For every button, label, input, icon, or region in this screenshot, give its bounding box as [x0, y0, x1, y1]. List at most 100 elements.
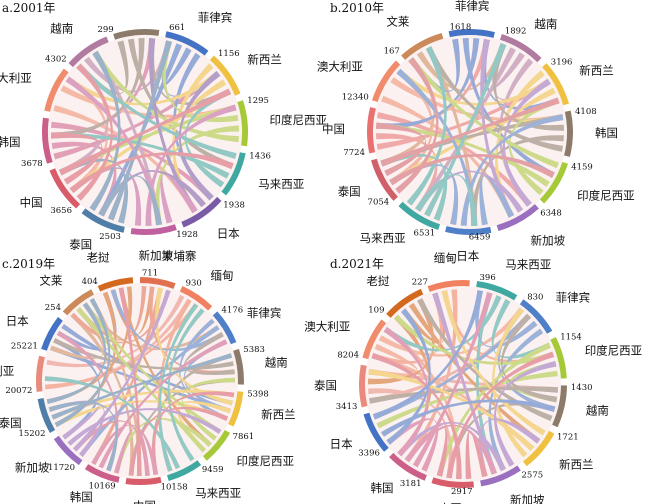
ribbon — [475, 290, 538, 348]
node-arc-node-5 — [542, 63, 569, 106]
value-label: 167 — [384, 47, 400, 57]
node-label: 马来西亚 — [360, 231, 406, 245]
ribbon — [460, 114, 564, 226]
node-arc-node-8 — [523, 430, 555, 467]
value-label: 20072 — [5, 386, 32, 396]
ribbon — [509, 361, 558, 403]
node-arc-node-12 — [363, 412, 389, 452]
node-label: 泰国 — [0, 416, 22, 430]
value-label: 1938 — [223, 201, 245, 211]
value-label: 299 — [97, 25, 113, 35]
ribbon — [471, 135, 564, 226]
ribbon — [84, 40, 172, 93]
ribbon — [173, 52, 214, 201]
ribbon — [59, 63, 109, 176]
value-label: 1154 — [560, 332, 582, 342]
panel-2010: b.2010年 7724 中国 12340 澳大利亚 167 文莱 1618 菲律宾 1892 越… — [317, 0, 635, 263]
ribbon — [371, 353, 462, 479]
ribbon — [465, 430, 488, 479]
node-arc-node-9 — [480, 465, 521, 487]
node-label: 新加坡 — [510, 493, 545, 504]
value-label: 930 — [186, 279, 202, 289]
node-arc-node-11 — [125, 476, 162, 485]
node-label: 澳大利亚 — [0, 71, 32, 85]
ribbon — [408, 302, 541, 444]
node-label: 中国 — [20, 196, 43, 210]
value-label: 4176 — [222, 306, 244, 316]
value-label: 3181 — [400, 479, 422, 489]
node-label: 新加坡 — [139, 249, 174, 263]
ribbon — [376, 78, 551, 150]
node-label: 缅甸 — [434, 251, 457, 265]
value-label: 109 — [368, 305, 384, 315]
ribbon — [69, 152, 234, 193]
ribbon — [424, 43, 507, 217]
ribbon — [54, 291, 117, 428]
node-arc-node-7 — [233, 348, 244, 385]
ribbon — [396, 68, 551, 106]
value-label: 2917 — [451, 487, 473, 497]
panel-2021: d.2021年 3413 泰国 8204 澳大利亚 109 老挝 227 缅甸 396 马来西亚 8… — [304, 251, 642, 504]
ribbon — [51, 353, 233, 420]
ribbon — [508, 97, 560, 196]
value-label: 711 — [142, 269, 158, 279]
ribbon — [415, 174, 478, 226]
value-label: 404 — [82, 277, 98, 287]
ribbon — [53, 338, 234, 371]
node-label: 韩国 — [595, 126, 618, 140]
node-label: 澳大利亚 — [304, 320, 350, 334]
node-arc-node-5 — [209, 55, 241, 96]
ribbon — [395, 57, 439, 194]
node-arc-node-0 — [41, 117, 53, 164]
node-arc-node-4 — [165, 31, 209, 56]
node-arc-node-6 — [237, 100, 249, 147]
ribbon — [114, 427, 150, 476]
node-arc-node-1 — [372, 60, 401, 102]
ribbon — [404, 289, 458, 463]
node-arc-node-9 — [130, 224, 177, 236]
value-label: 2575 — [522, 470, 544, 480]
ribbon — [89, 50, 121, 212]
ribbon — [73, 420, 150, 476]
value-label: 3196 — [551, 57, 573, 67]
ribbon — [408, 57, 559, 169]
value-label: 15202 — [18, 429, 45, 439]
value-label: 1618 — [450, 23, 472, 33]
value-label: 6348 — [540, 208, 562, 218]
ribbon — [158, 303, 199, 472]
node-label: 日本 — [330, 437, 353, 451]
value-label: 227 — [412, 277, 428, 287]
value-label: 1430 — [571, 383, 593, 393]
ribbon — [383, 327, 462, 479]
value-label: 4108 — [575, 107, 597, 117]
ribbon — [389, 163, 459, 225]
ribbon — [383, 327, 429, 457]
ribbons — [376, 38, 564, 226]
ribbon — [118, 287, 142, 477]
node-arc-node-8 — [496, 204, 539, 231]
ribbon — [376, 122, 427, 177]
value-label: 10158 — [161, 483, 188, 493]
ribbon — [415, 47, 516, 212]
ribbon — [389, 153, 555, 186]
value-label: 9459 — [202, 465, 224, 475]
ribbon — [128, 406, 229, 476]
panel-2019: c.2019年 20072 澳大利亚 25221 日本 254 文莱 404 老挝 711 柬埔寨… — [0, 249, 296, 504]
node-arc-node-0 — [36, 355, 45, 392]
node-label: 新西兰 — [247, 52, 282, 66]
value-label: 661 — [169, 23, 185, 33]
node-label: 文莱 — [39, 274, 62, 288]
ribbons — [44, 286, 236, 477]
node-label: 马来西亚 — [195, 486, 241, 500]
value-label: 830 — [527, 293, 543, 303]
ribbon — [380, 57, 436, 167]
node-label: 马来西亚 — [258, 177, 304, 191]
ribbon — [48, 401, 118, 472]
ribbons — [51, 38, 239, 226]
ribbon — [154, 125, 239, 226]
ribbon — [502, 78, 551, 207]
node-label: 泰国 — [69, 237, 92, 251]
value-label: 1892 — [505, 26, 527, 36]
node-label: 马来西亚 — [505, 257, 551, 271]
ribbon — [145, 104, 237, 226]
